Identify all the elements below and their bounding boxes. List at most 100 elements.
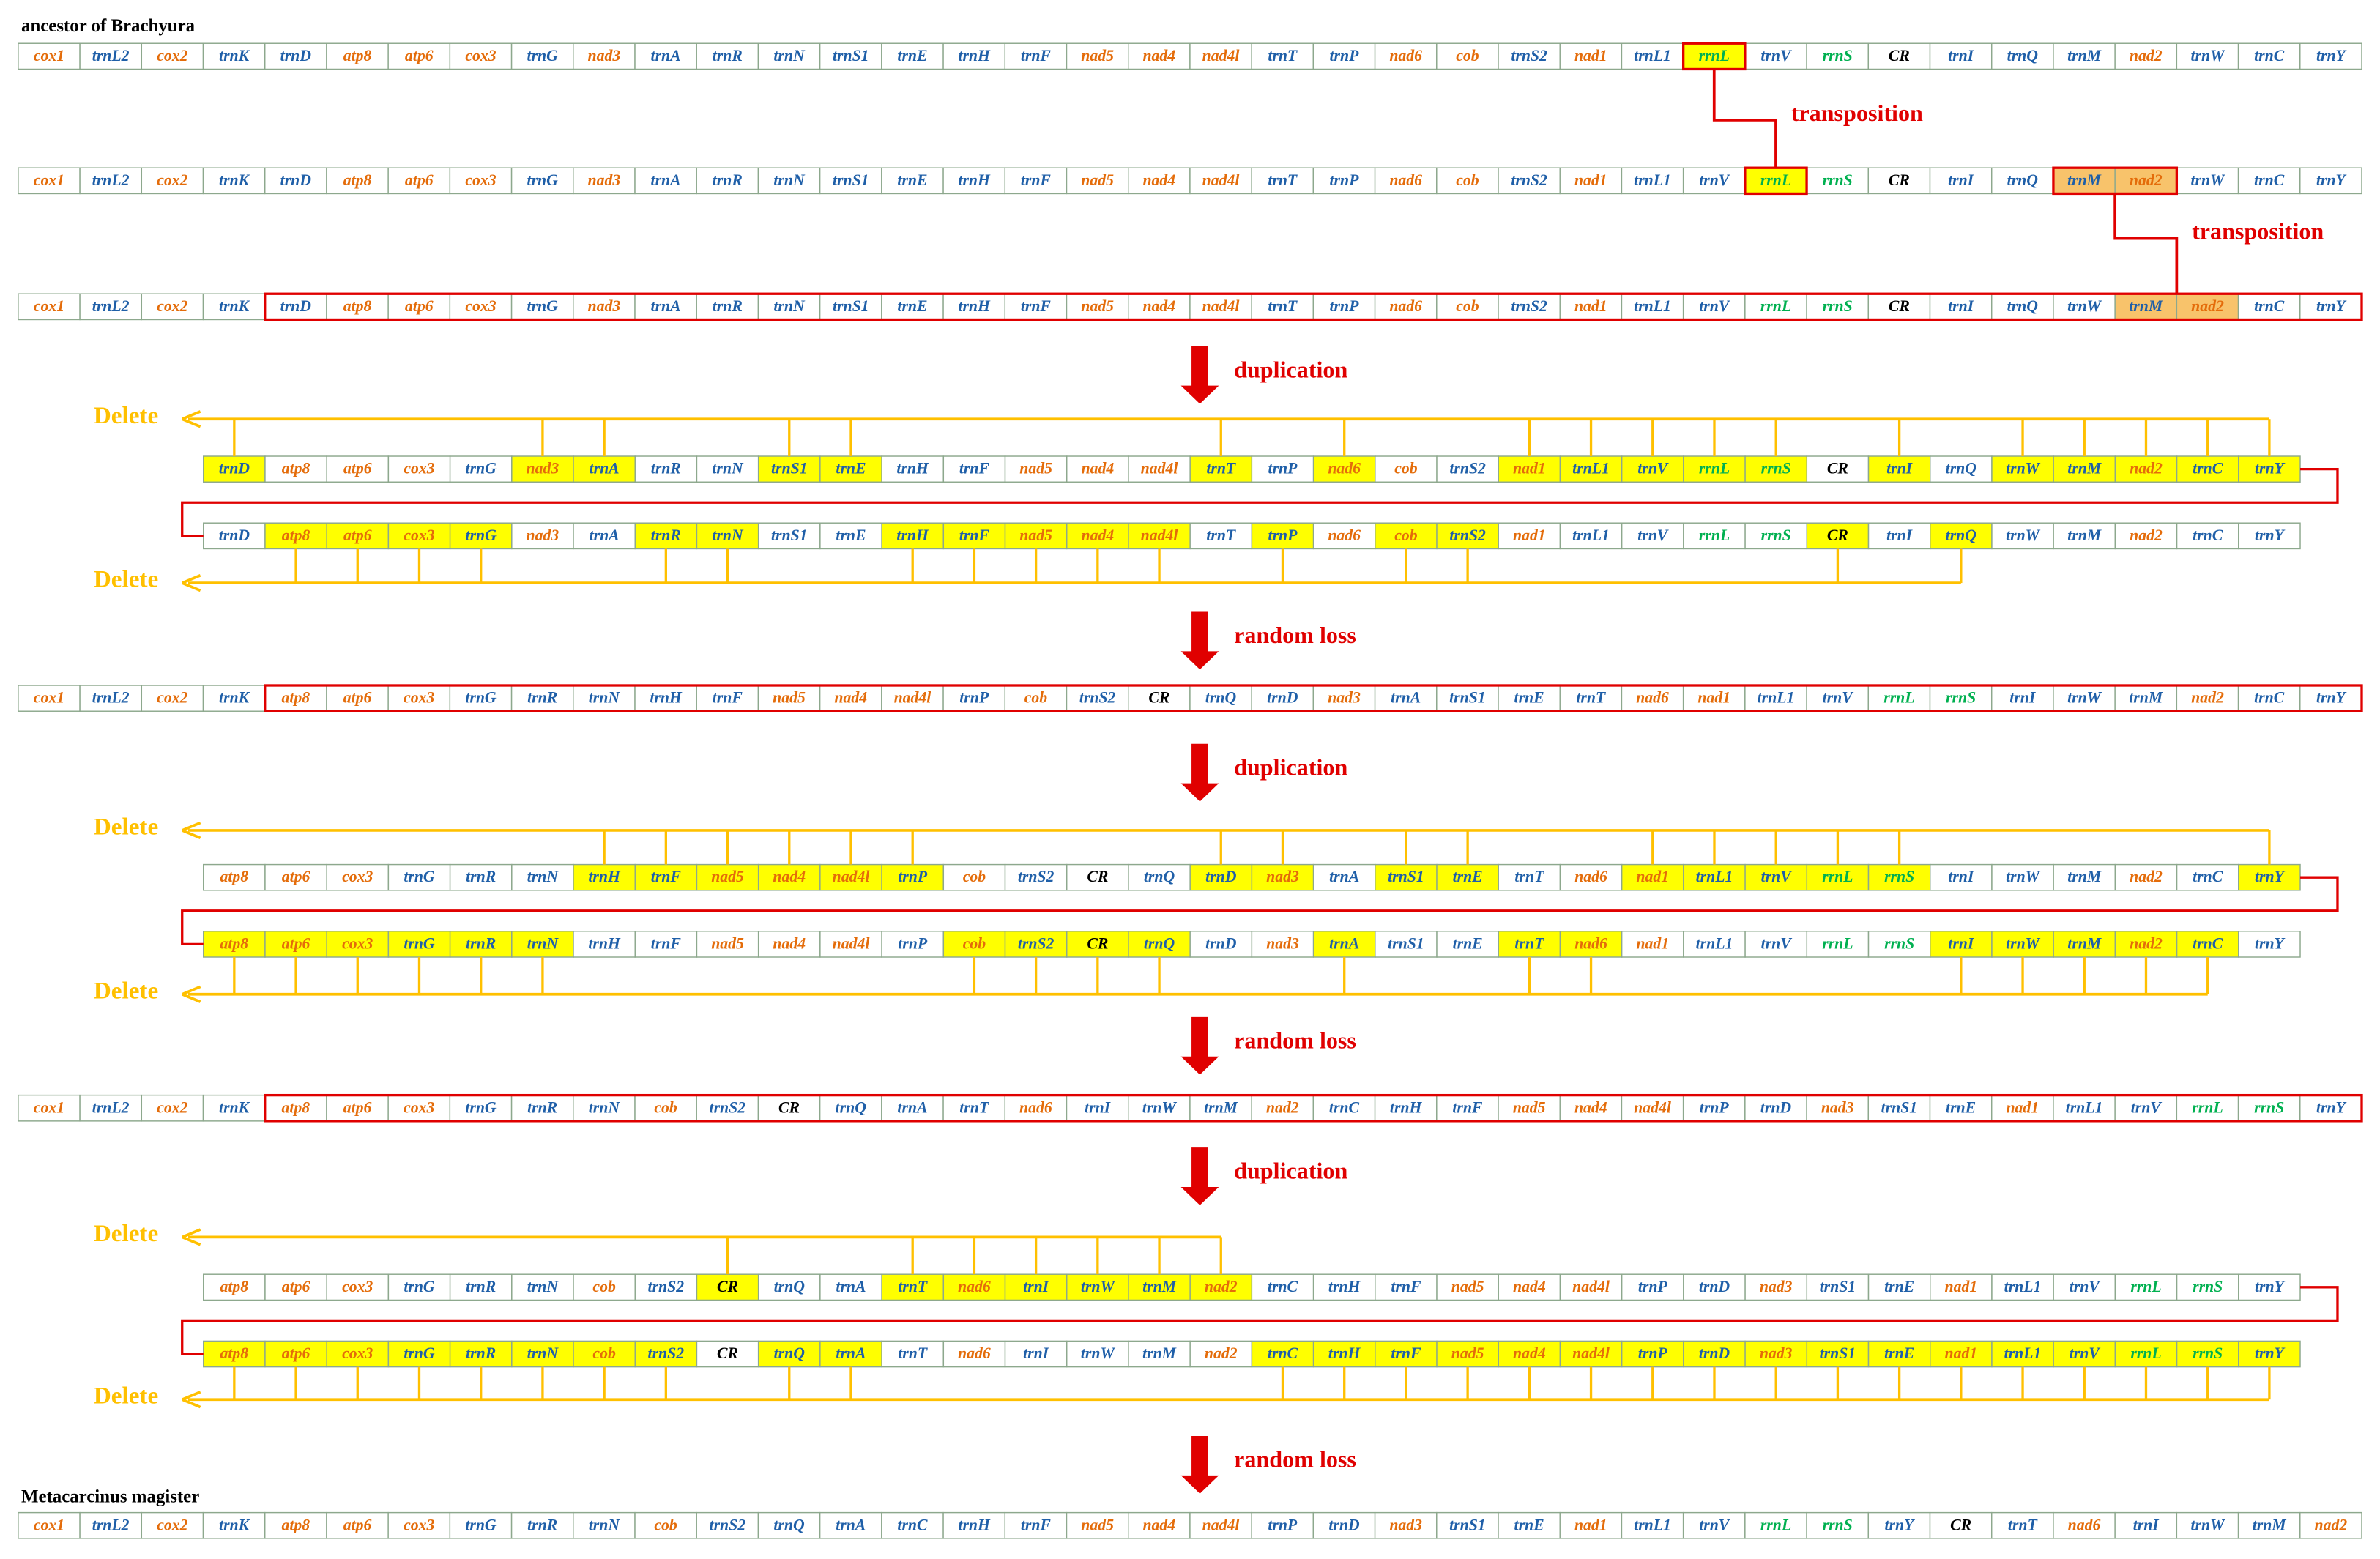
step-label: duplication bbox=[1234, 1158, 1347, 1184]
gene-label: cox2 bbox=[157, 297, 187, 315]
gene-box bbox=[1312, 293, 1376, 321]
gene-box bbox=[1128, 455, 1191, 483]
gene-box bbox=[1066, 455, 1129, 483]
gene-label: atp6 bbox=[282, 1278, 310, 1295]
gene-box bbox=[141, 685, 204, 712]
gene-box bbox=[573, 1094, 636, 1122]
step-label: random loss bbox=[1234, 622, 1356, 648]
gene-label: trnC bbox=[2254, 47, 2285, 64]
gene-label: trnN bbox=[589, 1516, 621, 1533]
gene-label: nad6 bbox=[1328, 460, 1361, 477]
step-arrow bbox=[1180, 611, 1219, 670]
gene-label: trnD bbox=[1205, 868, 1237, 885]
gene-label: trnH bbox=[650, 689, 683, 707]
gene-label: trnS2 bbox=[1511, 47, 1547, 64]
gene-label: cox3 bbox=[404, 1098, 434, 1116]
gene-label: trnA bbox=[651, 47, 681, 64]
gene-label: trnH bbox=[896, 527, 929, 544]
gene-label: CR bbox=[1087, 934, 1108, 952]
gene-label: trnE bbox=[1946, 1098, 1976, 1116]
gene-box bbox=[1004, 931, 1068, 958]
gene-label: trnT bbox=[898, 1344, 928, 1362]
gene-label: nad2 bbox=[2130, 934, 2163, 952]
gene-label: cox1 bbox=[34, 1516, 64, 1533]
gene-label: trnQ bbox=[1946, 527, 1977, 544]
gene-label: atp8 bbox=[282, 527, 310, 544]
gene-label: cox3 bbox=[465, 47, 496, 64]
gene-box bbox=[1744, 1273, 1808, 1301]
gene-label: cob bbox=[1024, 689, 1048, 707]
gene-box bbox=[881, 685, 944, 712]
gene-label: trnW bbox=[2190, 1516, 2225, 1533]
gene-box bbox=[696, 931, 759, 958]
gene-label: trnG bbox=[527, 171, 559, 189]
gene-label: CR bbox=[778, 1098, 800, 1116]
gene-label: trnD bbox=[1328, 1516, 1360, 1533]
gene-label: trnV bbox=[1637, 527, 1669, 544]
gene-label: trnV bbox=[1761, 868, 1793, 885]
gene-box bbox=[1744, 42, 1807, 70]
transposition-connector bbox=[1712, 69, 1777, 168]
gene-label: trnI bbox=[2009, 689, 2037, 707]
gene-box bbox=[757, 42, 821, 70]
gene-label: trnQ bbox=[1205, 689, 1237, 707]
gene-label: nad4l bbox=[1141, 460, 1179, 477]
gene-box bbox=[2053, 1273, 2116, 1301]
gene-label: trnC bbox=[2254, 297, 2285, 315]
gene-box bbox=[696, 42, 759, 70]
gene-box bbox=[18, 167, 81, 195]
gene-label: nad5 bbox=[1513, 1098, 1546, 1116]
gene-box bbox=[79, 167, 143, 195]
gene-label: nad3 bbox=[588, 297, 621, 315]
gene-box bbox=[2053, 42, 2116, 70]
gene-label: trnS1 bbox=[1820, 1278, 1856, 1295]
gene-label: atp8 bbox=[220, 1344, 249, 1362]
gene-box bbox=[2114, 455, 2178, 483]
gene-label: nad5 bbox=[1451, 1278, 1484, 1295]
gene-box bbox=[1991, 1273, 2054, 1301]
gene-box bbox=[2176, 42, 2239, 70]
gene-label: trnS2 bbox=[1079, 689, 1116, 707]
gene-label: nad1 bbox=[1574, 297, 1607, 315]
gene-label: trnA bbox=[651, 297, 681, 315]
gene-label: rrnS bbox=[1884, 934, 1914, 952]
gene-label: trnW bbox=[2190, 171, 2225, 189]
gene-box bbox=[1991, 863, 2054, 891]
gene-label: cox2 bbox=[157, 1516, 187, 1533]
gene-box bbox=[1375, 1340, 1438, 1368]
delete-arrowhead bbox=[182, 1391, 201, 1409]
gene-label: trnA bbox=[1391, 689, 1421, 707]
gene-label: trnD bbox=[1699, 1344, 1730, 1362]
delete-arrowhead bbox=[182, 1228, 201, 1246]
gene-label: trnV bbox=[2070, 1344, 2101, 1362]
gene-label: trnQ bbox=[1144, 868, 1175, 885]
gene-label: trnR bbox=[713, 47, 743, 64]
gene-label: trnY bbox=[2316, 171, 2347, 189]
gene-box bbox=[942, 167, 1006, 195]
gene-label: rrnS bbox=[2193, 1344, 2223, 1362]
gene-box bbox=[2238, 1340, 2301, 1368]
gene-label: nad4l bbox=[1634, 1098, 1672, 1116]
gene-label: cox2 bbox=[157, 1098, 187, 1116]
gene-label: trnA bbox=[1329, 934, 1359, 952]
gene-label: cox3 bbox=[465, 171, 496, 189]
gene-box bbox=[1806, 685, 1870, 712]
gene-label: trnA bbox=[590, 460, 620, 477]
gene-label: trnG bbox=[527, 297, 559, 315]
gene-box bbox=[1498, 1094, 1561, 1122]
gene-label: trnS2 bbox=[710, 1098, 746, 1116]
gene-label: trnM bbox=[2067, 460, 2102, 477]
gene-label: trnM bbox=[2067, 934, 2102, 952]
gene-box bbox=[1682, 1511, 1746, 1539]
gene-label: trnY bbox=[2316, 689, 2347, 707]
gene-box bbox=[2176, 1340, 2239, 1368]
gene-box bbox=[1189, 1511, 1252, 1539]
gene-label: trnE bbox=[836, 527, 866, 544]
gene-label: atp6 bbox=[405, 297, 434, 315]
gene-label: trnP bbox=[898, 868, 928, 885]
red-frame bbox=[264, 292, 2363, 321]
gene-label: atp6 bbox=[405, 47, 434, 64]
gene-label: trnR bbox=[466, 1344, 496, 1362]
gene-label: trnN bbox=[527, 1344, 559, 1362]
gene-label: trnW bbox=[1081, 1278, 1116, 1295]
